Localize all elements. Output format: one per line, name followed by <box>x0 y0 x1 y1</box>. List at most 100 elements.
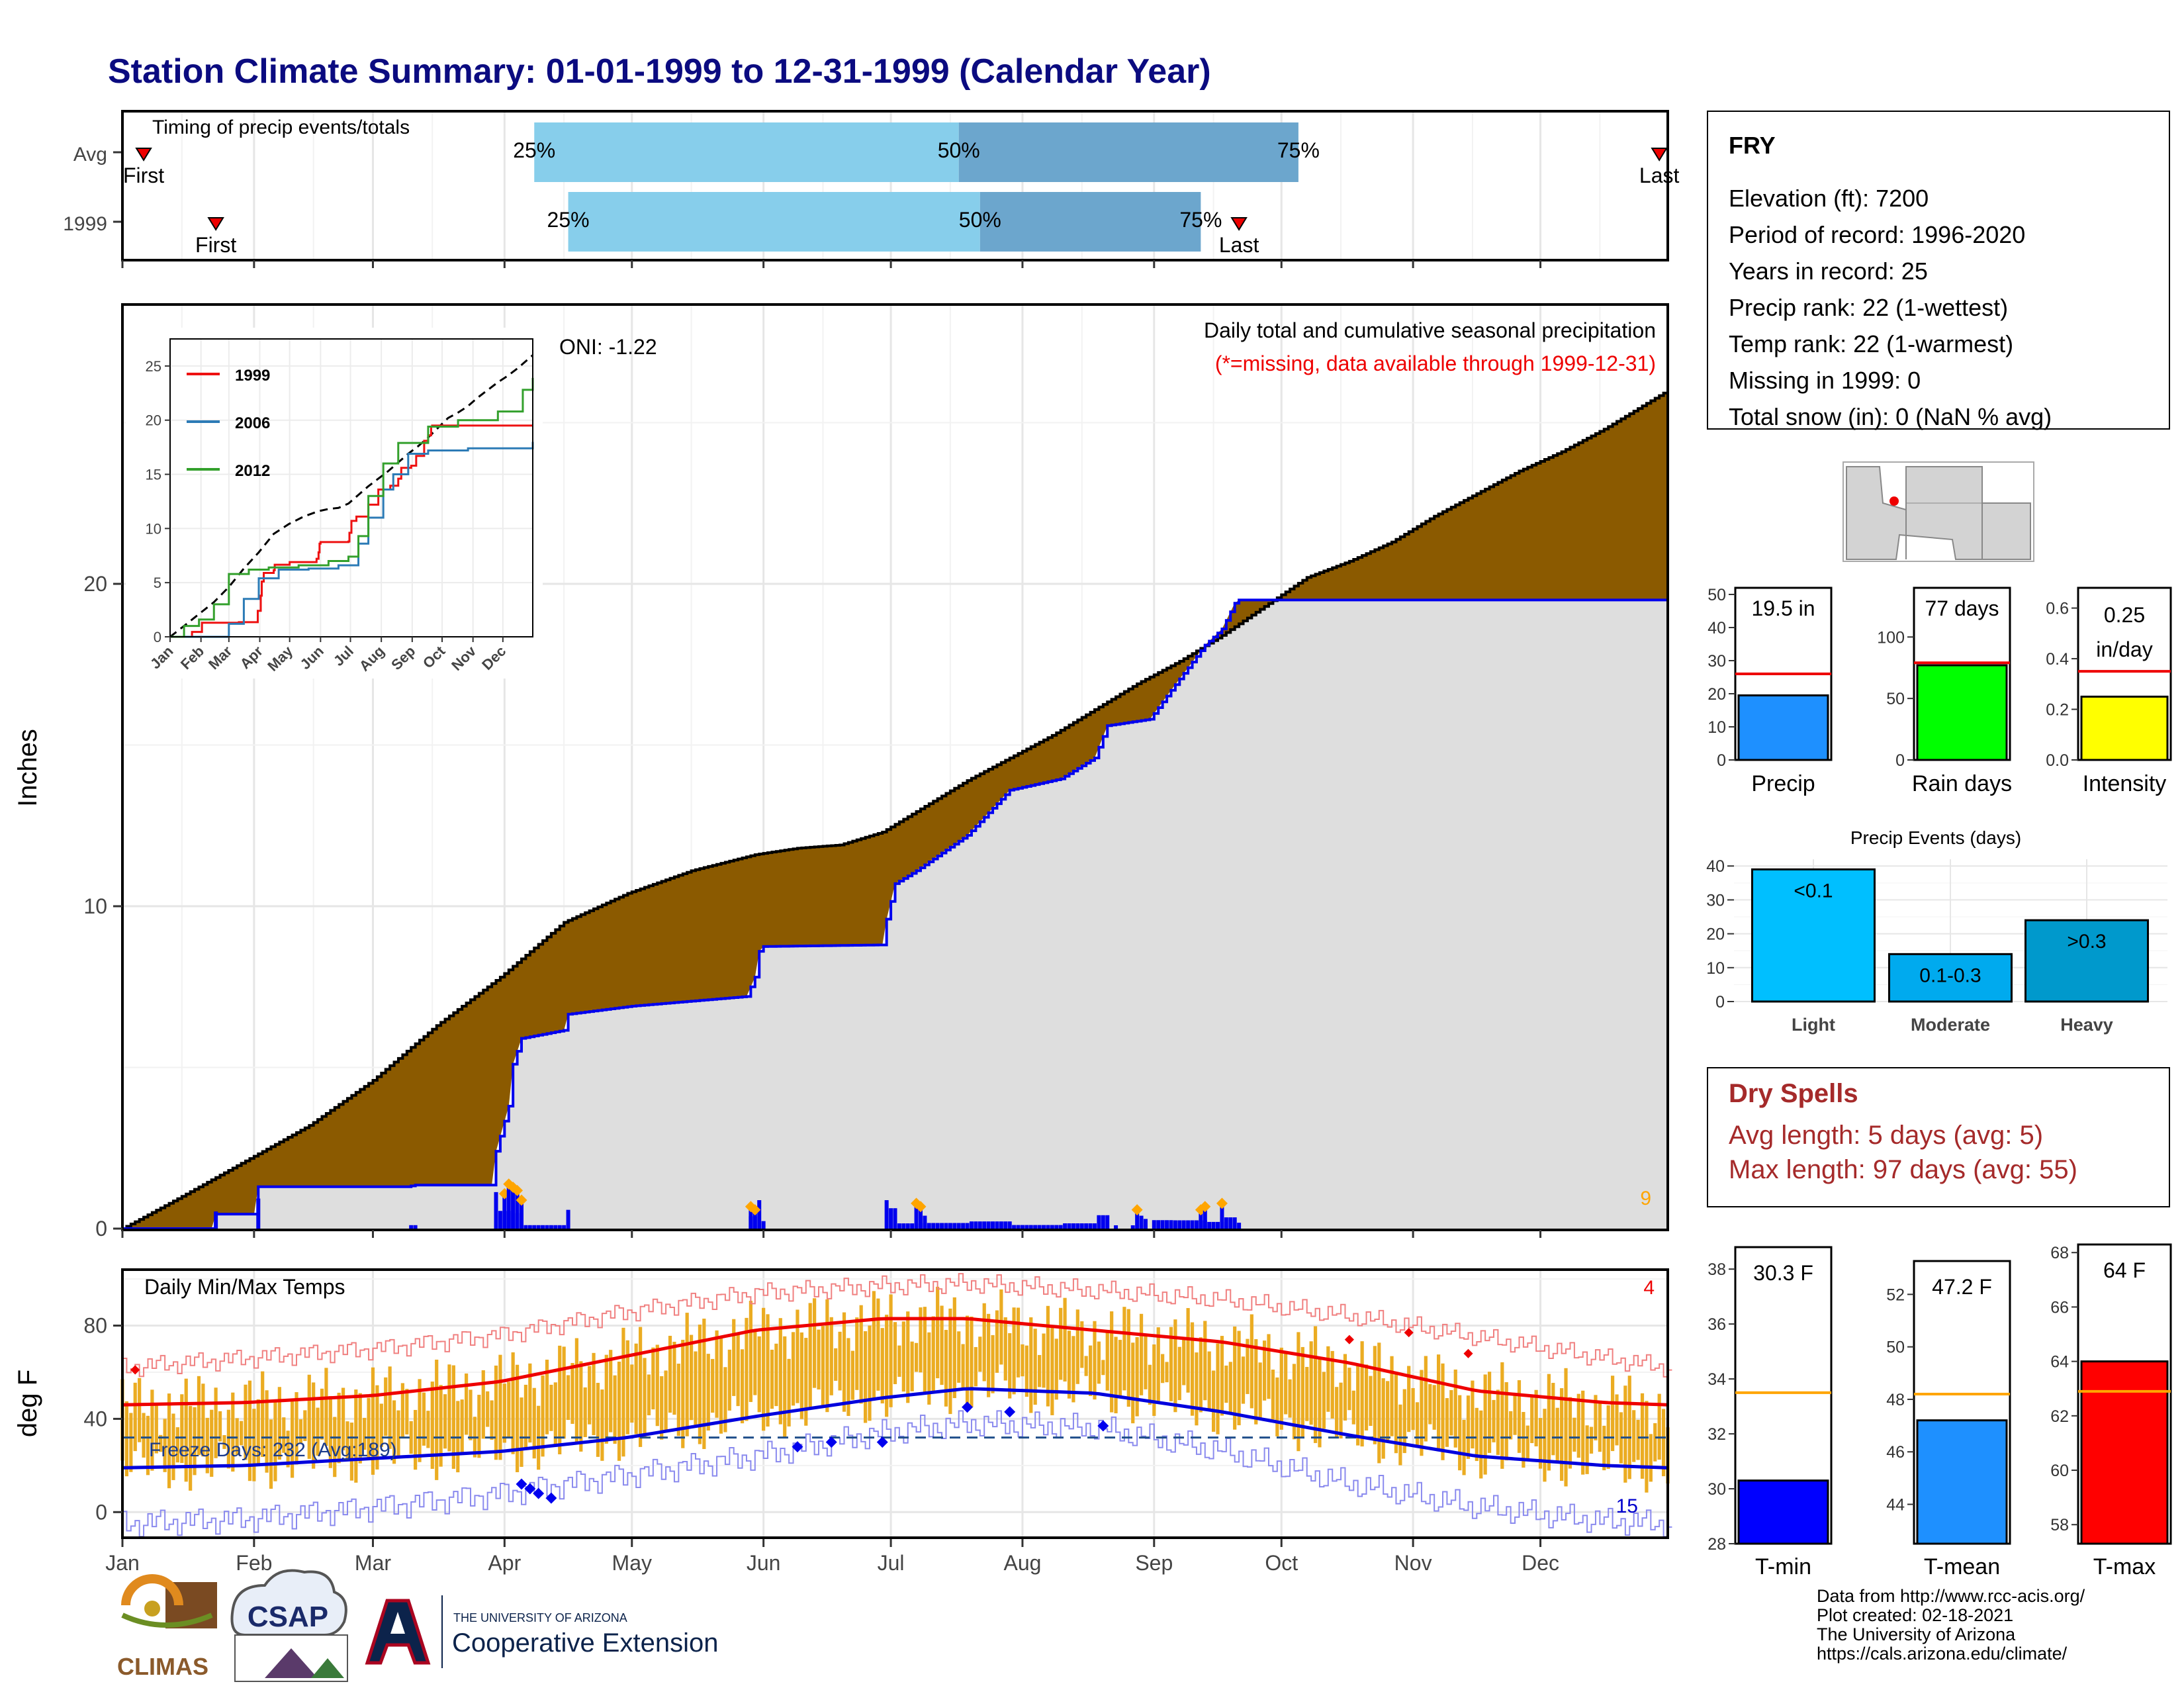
summary-bar-unit-label: in/day <box>2096 637 2152 661</box>
temp-summary-tick-label: 38 <box>1707 1260 1726 1279</box>
inset-ytick-label: 5 <box>154 575 161 591</box>
daily-precip-bar <box>948 1223 952 1229</box>
temp-record-low-marker <box>1004 1406 1016 1418</box>
daily-precip-bar <box>1216 1221 1220 1229</box>
temp-daily-bar <box>1195 1352 1199 1426</box>
temp-daily-bar <box>541 1375 545 1457</box>
daily-precip-bar <box>1211 1221 1216 1229</box>
temp-daily-bar <box>974 1346 978 1387</box>
temp-daily-bar <box>643 1358 647 1438</box>
temp-daily-bar <box>1462 1419 1466 1476</box>
temp-daily-bar <box>639 1327 643 1447</box>
daily-precip-bar <box>1156 1220 1161 1229</box>
temp-daily-bar <box>749 1301 752 1402</box>
temp-daily-bar <box>719 1338 723 1434</box>
temp-daily-bar <box>1016 1307 1021 1378</box>
temp-summary-bar-t-mean <box>1916 1419 2008 1545</box>
temp-daily-bar <box>273 1401 277 1481</box>
temp-daily-bar <box>124 1401 129 1477</box>
temp-daily-bar <box>1360 1341 1364 1447</box>
daily-precip-bar <box>1058 1225 1063 1229</box>
temp-daily-bar <box>175 1427 179 1463</box>
daily-precip-bar <box>1046 1225 1050 1229</box>
temp-daily-bar <box>286 1430 290 1468</box>
temp-daily-bar <box>617 1361 621 1461</box>
temp-daily-bar <box>1262 1340 1267 1401</box>
temp-daily-bar <box>1309 1341 1313 1425</box>
daily-precip-bar <box>1135 1212 1140 1229</box>
temp-daily-bar <box>1560 1388 1564 1481</box>
temp-daily-bar <box>1122 1307 1126 1391</box>
temp-daily-bar <box>1492 1399 1496 1442</box>
daily-precip-bar <box>893 1208 897 1229</box>
temp-daily-bar <box>1411 1387 1415 1430</box>
temp-daily-bar <box>129 1413 133 1472</box>
events-category-label: Heavy <box>2060 1015 2113 1035</box>
temp-summary-tick-label: 34 <box>1707 1370 1726 1389</box>
temp-daily-bar <box>1640 1393 1645 1479</box>
temp-daily-bar <box>1003 1317 1007 1381</box>
temp-daily-bar <box>1131 1342 1135 1424</box>
temp-daily-bar <box>1611 1376 1615 1452</box>
temp-daily-bar <box>532 1387 536 1459</box>
dry-spells-box: Dry Spells Avg length: 5 days (avg: 5) M… <box>1707 1067 2170 1207</box>
inset-ytick-label: 0 <box>154 629 161 645</box>
csap-logo: CSAP <box>230 1569 348 1682</box>
temp-daily-bar <box>189 1405 193 1491</box>
temp-summary-bar-t-max <box>2080 1360 2169 1545</box>
temp-daily-bar <box>855 1317 859 1390</box>
info-period: Period of record: 1996-2020 <box>1729 221 2025 248</box>
temp-daily-bar <box>1097 1341 1101 1384</box>
temp-daily-bar <box>218 1411 222 1442</box>
temp-summary-tick-label: 44 <box>1886 1496 1905 1515</box>
daily-precip-bar <box>214 1211 218 1229</box>
temp-daily-bar <box>1212 1370 1216 1432</box>
temp-summary-tick-label: 52 <box>1886 1286 1905 1304</box>
temp-daily-bar <box>282 1417 286 1453</box>
temp-daily-bar <box>1581 1390 1585 1475</box>
inset-ytick-label: 10 <box>146 520 161 537</box>
temp-daily-bar <box>277 1387 281 1460</box>
events-bar-label: >0.3 <box>2067 931 2106 953</box>
events-bar-light <box>1751 868 1876 1003</box>
temp-daily-bar <box>583 1387 587 1437</box>
temp-daily-bar <box>1012 1307 1016 1395</box>
temp-daily-bar <box>1543 1409 1547 1482</box>
temp-daily-bar <box>460 1399 464 1453</box>
temp-daily-bar <box>498 1354 502 1460</box>
temp-daily-bar <box>507 1382 511 1437</box>
temp-daily-bar <box>799 1332 803 1419</box>
daily-precip-bar <box>1092 1223 1097 1229</box>
ua-small-text: THE UNIVERSITY OF ARIZONA <box>453 1611 627 1624</box>
summary-bar-value-label: 0.25 <box>2104 603 2145 627</box>
daily-precip-bar <box>1042 1225 1046 1229</box>
temp-daily-bar <box>523 1384 528 1448</box>
timing-marker-label: Last <box>1219 233 1259 257</box>
summary-bar-tick-label: 10 <box>1707 718 1726 737</box>
temp-daily-bar <box>1126 1309 1130 1407</box>
daily-precip-bar <box>1173 1220 1177 1229</box>
temp-daily-bar <box>1063 1297 1067 1382</box>
temp-daily-bar <box>1636 1419 1640 1460</box>
temp-daily-bar <box>167 1393 171 1489</box>
temp-daily-bar <box>1029 1317 1033 1413</box>
daily-precip-bar <box>940 1223 944 1229</box>
info-years: Years in record: 25 <box>1729 258 1928 285</box>
temp-daily-bar <box>502 1383 506 1443</box>
daily-precip-bar <box>1016 1225 1021 1229</box>
ua-logo: THE UNIVERSITY OF ARIZONA Cooperative Ex… <box>365 1595 718 1668</box>
temp-daily-bar <box>1632 1410 1636 1462</box>
temp-daily-bar <box>558 1345 562 1454</box>
temp-daily-bar <box>138 1378 142 1442</box>
legend-2006: 2006 <box>235 414 270 432</box>
events-ytick-label: 40 <box>1706 857 1725 876</box>
temp-daily-bar <box>1547 1374 1551 1471</box>
events-ytick-label: 20 <box>1706 925 1725 944</box>
csap-text: CSAP <box>248 1601 328 1633</box>
temp-daily-bar <box>1118 1340 1122 1397</box>
temp-daily-bar <box>995 1310 999 1373</box>
temp-daily-bar <box>379 1403 383 1447</box>
temp-daily-bar <box>1441 1363 1445 1460</box>
temp-daily-bar <box>345 1421 349 1460</box>
